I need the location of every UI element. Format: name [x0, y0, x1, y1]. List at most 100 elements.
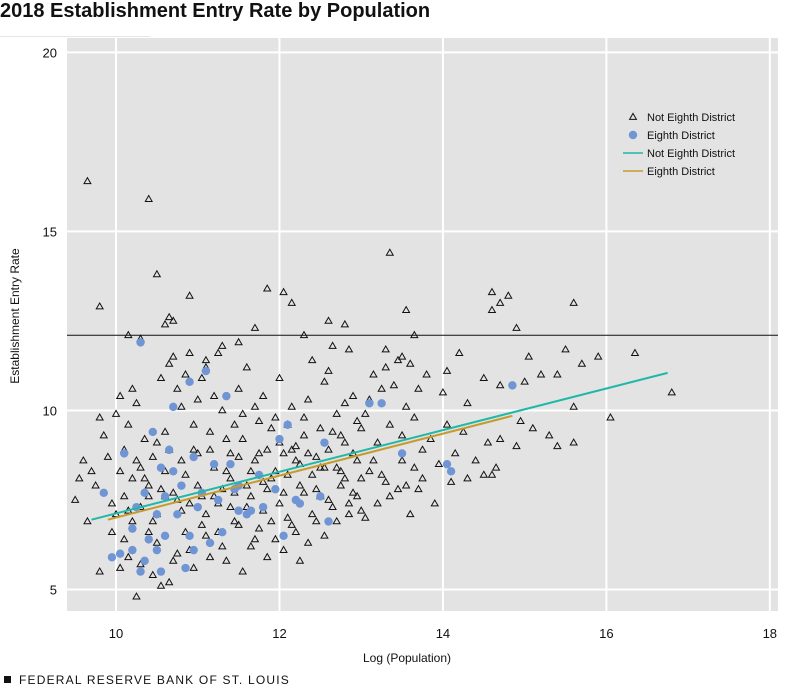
eighth-district-point [218, 528, 227, 537]
not-eighth-district-point [332, 516, 341, 525]
eighth-district-point [365, 399, 374, 408]
eighth-district-point [209, 459, 219, 469]
not-eighth-district-point [258, 477, 268, 485]
not-eighth-district-point [173, 384, 182, 392]
eighth-district-point [185, 531, 194, 540]
not-eighth-district-point [630, 348, 640, 356]
not-eighth-district-point [271, 413, 280, 421]
not-eighth-district-point [328, 427, 337, 435]
not-eighth-district-point [132, 455, 141, 464]
not-eighth-district-point [356, 423, 366, 432]
not-eighth-district-point [393, 484, 403, 493]
not-eighth-district-point [479, 373, 489, 382]
not-eighth-district-point [291, 455, 301, 464]
not-eighth-district-point [414, 384, 423, 392]
not-eighth-district-point [340, 473, 350, 482]
not-eighth-district-point [459, 427, 468, 435]
not-eighth-district-point [426, 434, 435, 442]
not-eighth-district-point [418, 445, 427, 453]
x-tick-label: 10 [109, 626, 123, 641]
not-eighth-district-point [168, 488, 178, 496]
eighth-district-point [291, 495, 301, 505]
grid-lines [67, 38, 778, 611]
not-eighth-district-point [246, 491, 256, 500]
not-eighth-district-point [352, 455, 362, 464]
not-eighth-district-point [279, 545, 288, 553]
not-eighth-district-point [238, 409, 247, 417]
not-eighth-district-point [250, 534, 260, 543]
eighth-district-point [316, 492, 325, 501]
not-eighth-district-point [324, 445, 333, 453]
not-eighth-district-point [332, 463, 341, 471]
not-eighth-district-point [197, 520, 207, 528]
not-eighth-district-point [311, 452, 321, 460]
not-eighth-district-point [148, 570, 158, 579]
not-eighth-district-point [287, 298, 297, 306]
not-eighth-district-point [262, 445, 272, 453]
not-eighth-district-point [144, 194, 154, 202]
not-eighth-district-point [344, 498, 354, 507]
title-divider [0, 36, 150, 37]
eighth-district-point [107, 553, 117, 562]
not-eighth-district-point [483, 438, 493, 446]
not-eighth-district-point [128, 384, 137, 392]
not-eighth-district-point [83, 516, 92, 525]
not-eighth-district-point [524, 352, 534, 360]
not-eighth-district-point [348, 391, 358, 399]
not-eighth-district-point [173, 549, 182, 557]
not-eighth-district-point [152, 538, 162, 546]
not-eighth-district-point [201, 531, 211, 539]
not-eighth-district-point [377, 470, 386, 478]
not-eighth-district-point [99, 430, 109, 439]
x-tick-label: 12 [272, 626, 286, 641]
not-eighth-district-point [299, 430, 309, 439]
not-eighth-district-point [577, 359, 587, 367]
not-eighth-district-point [222, 556, 231, 564]
not-eighth-district-point [332, 409, 341, 417]
not-eighth-district-point [95, 301, 104, 310]
not-eighth-district-point [140, 473, 149, 482]
not-eighth-district-point [185, 291, 194, 299]
not-eighth-district-point [340, 438, 350, 446]
legend-dot-icon [628, 130, 638, 140]
not-eighth-district-point [352, 416, 362, 425]
not-eighth-district-point [495, 298, 505, 306]
not-eighth-district-point [352, 491, 362, 500]
not-eighth-district-point [209, 491, 219, 500]
eighth-district-point [201, 366, 211, 376]
not-eighth-district-point [95, 567, 104, 575]
not-eighth-district-point [504, 291, 513, 299]
footer-source: FEDERAL RESERVE BANK OF ST. LOUIS [4, 673, 290, 687]
eighth-district-point [152, 545, 162, 555]
not-eighth-district-point [144, 527, 154, 536]
not-eighth-district-point [107, 498, 117, 507]
not-eighth-district-point [385, 248, 395, 256]
not-eighth-district-point [377, 384, 386, 392]
eighth-district-point [185, 377, 194, 386]
not-eighth-district-point [254, 448, 264, 457]
not-eighth-district-point [381, 477, 391, 485]
not-eighth-district-point [189, 420, 198, 428]
not-eighth-district-point [401, 481, 411, 489]
eighth-district-point [148, 427, 158, 437]
not-eighth-district-point [177, 402, 186, 410]
not-eighth-district-point [168, 352, 178, 360]
not-eighth-district-point [463, 473, 472, 482]
not-eighth-district-point [242, 362, 252, 371]
not-eighth-district-point [111, 409, 121, 417]
not-eighth-district-point [320, 531, 329, 539]
not-eighth-district-point [124, 330, 133, 339]
not-eighth-district-point [365, 466, 374, 475]
eighth-district-point [189, 452, 198, 462]
not-eighth-district-point [303, 395, 313, 403]
not-eighth-district-point [295, 481, 305, 489]
not-eighth-district-point [185, 348, 194, 356]
not-eighth-district-point [667, 387, 677, 396]
not-eighth-district-point [405, 359, 415, 367]
not-eighth-district-point [569, 298, 578, 306]
not-eighth-district-point [291, 441, 301, 450]
not-eighth-district-point [119, 534, 129, 543]
not-eighth-district-point [373, 438, 382, 446]
not-eighth-district-point [512, 323, 521, 331]
not-eighth-district-point [324, 495, 333, 503]
